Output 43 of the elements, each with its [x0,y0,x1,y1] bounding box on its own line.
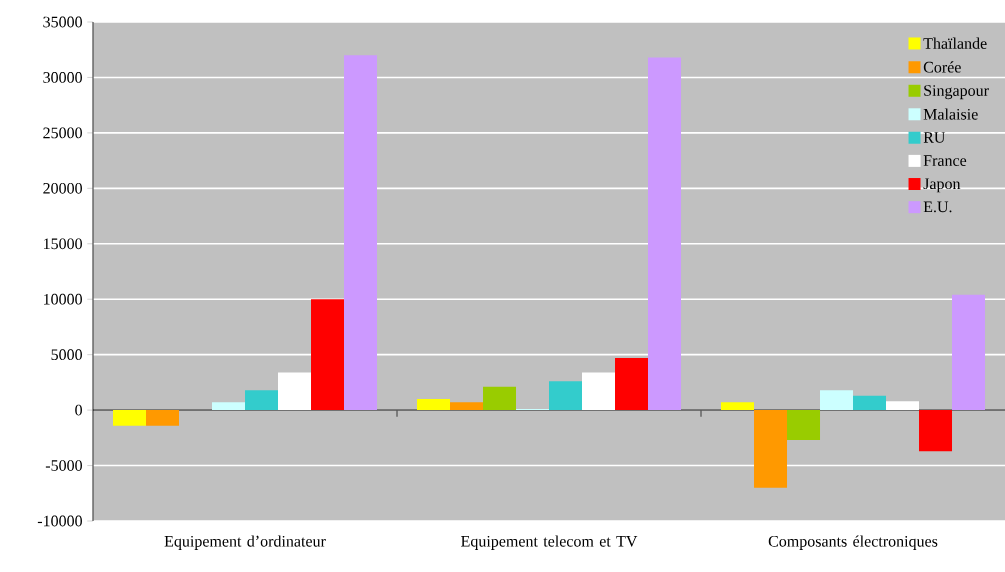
legend-label: Corée [923,61,961,73]
legend-label: Singapour [924,85,989,100]
y-tick-label: 35000 [43,16,82,28]
bar [212,402,246,411]
bar [853,395,887,411]
y-tick-label: 10000 [44,293,82,305]
bar [113,410,147,426]
bar [820,390,854,411]
bar [450,402,484,411]
bar [417,399,451,411]
bar [754,410,788,488]
legend-label: Thaïlande [923,37,987,49]
bar [483,386,517,411]
y-tick-label: -5000 [45,460,82,471]
bar [787,410,821,441]
bar [721,402,755,411]
y-tick-label: -10000 [37,515,82,527]
bar [245,390,279,411]
x-tick-label: Composants électroniques [768,535,938,550]
bar [919,410,953,452]
y-tick-label: 5000 [51,349,82,361]
bar [648,57,682,411]
legend-label: Japon [923,178,961,193]
x-tick-label: Equipement telecom et TV [461,535,638,550]
y-tick-label: 20000 [43,182,82,194]
bar [146,410,180,426]
legend-label: E.U. [923,201,952,213]
y-tick-label: 15000 [44,238,82,250]
bar [886,401,920,411]
bar [278,372,312,411]
bar [952,294,986,411]
legend-label: RU [923,132,946,143]
bar [615,357,649,411]
bar [582,372,616,411]
legend-label: Malaisie [923,108,978,120]
bar [311,299,345,411]
y-tick-label: 0 [75,404,82,416]
x-tick-label: Equipement d’ordinateur [164,535,326,550]
bar [344,55,378,411]
legend-label: France [923,155,967,166]
bar [549,381,583,411]
y-tick-label: 30000 [43,72,82,83]
y-tick-label: 25000 [43,127,82,139]
